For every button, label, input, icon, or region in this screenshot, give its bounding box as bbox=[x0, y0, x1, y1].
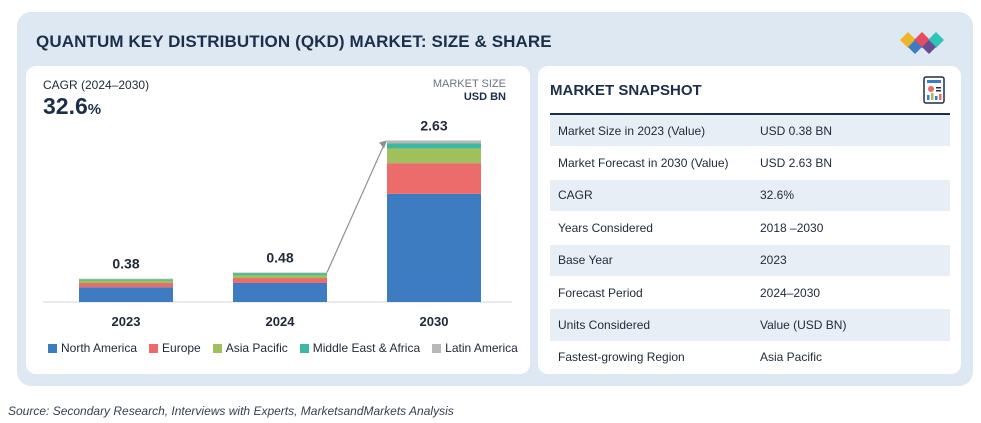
snapshot-row: CAGR 32.6% bbox=[550, 179, 950, 213]
snapshot-value: 2023 bbox=[760, 244, 950, 277]
legend-swatch bbox=[432, 343, 442, 353]
bar-segment bbox=[387, 143, 481, 149]
x-tick-label: 2024 bbox=[266, 314, 296, 329]
growth-arrowhead bbox=[379, 140, 387, 149]
snapshot-key: Base Year bbox=[550, 244, 760, 277]
legend-label: Latin America bbox=[445, 341, 518, 355]
bar-segment bbox=[233, 278, 327, 283]
bar-segment bbox=[387, 193, 481, 302]
snapshot-row: Fastest-growing Region Asia Pacific bbox=[550, 341, 950, 375]
brand-logo-icon bbox=[900, 32, 944, 54]
total-label: 0.38 bbox=[112, 256, 139, 272]
snapshot-row: Market Size in 2023 (Value) USD 0.38 BN bbox=[550, 113, 950, 148]
legend-swatch bbox=[149, 343, 159, 353]
market-snapshot-card: MARKET SNAPSHOT Market Size in 2023 (Val… bbox=[538, 66, 961, 375]
snapshot-key: Fastest-growing Region bbox=[550, 341, 760, 375]
snapshot-value: USD 2.63 BN bbox=[760, 146, 950, 180]
snapshot-table: Market Size in 2023 (Value) USD 0.38 BN Ma… bbox=[550, 113, 950, 375]
snapshot-row: Forecast Period 2024–2030 bbox=[550, 276, 950, 310]
x-tick-label: 2030 bbox=[420, 314, 449, 329]
bar-segment bbox=[233, 273, 327, 275]
source-note: Source: Secondary Research, Interviews w… bbox=[8, 404, 454, 418]
bar-segment bbox=[233, 282, 327, 302]
chart-card: CAGR (2024–2030) 32.6% MARKET SIZE USD B… bbox=[26, 66, 530, 374]
snapshot-key: CAGR bbox=[550, 179, 760, 213]
bar-segment bbox=[387, 140, 481, 144]
legend-label: North America bbox=[61, 341, 138, 355]
cagr-label: CAGR (2024–2030) bbox=[43, 78, 150, 92]
snapshot-row: Base Year 2023 bbox=[550, 244, 950, 277]
snapshot-key: Units Considered bbox=[550, 308, 760, 342]
snapshot-value: 32.6% bbox=[760, 179, 950, 213]
bar-segment bbox=[79, 287, 173, 302]
snapshot-value: 2024–2030 bbox=[760, 276, 950, 310]
legend-label: Asia Pacific bbox=[225, 341, 288, 355]
legend-item: Middle East & Africa bbox=[299, 341, 421, 355]
snapshot-key: Forecast Period bbox=[550, 276, 760, 310]
legend-item: North America bbox=[48, 341, 137, 355]
snapshot-row: Market Forecast in 2030 (Value) USD 2.63 … bbox=[550, 146, 950, 180]
bar-segment bbox=[79, 278, 173, 280]
report-icon bbox=[923, 76, 945, 104]
legend-label: Europe bbox=[162, 341, 201, 355]
snapshot-key: Market Size in 2023 (Value) bbox=[550, 113, 760, 148]
snapshot-row: Years Considered 2018 –2030 bbox=[550, 211, 950, 245]
snapshot-title: MARKET SNAPSHOT bbox=[550, 82, 702, 99]
snapshot-value: Asia Pacific bbox=[760, 341, 950, 375]
snapshot-value: 2018 –2030 bbox=[760, 211, 950, 245]
stacked-bar-chart: 0.38 2023 0.48 2024 2.63 2030 bbox=[43, 117, 512, 329]
cagr-value: 32.6% bbox=[43, 93, 102, 119]
chart-legend: North America Europe Asia Pacific Middle Ea… bbox=[48, 341, 518, 355]
bar-segment bbox=[387, 163, 481, 194]
bar-segment bbox=[79, 282, 173, 288]
bar-segment bbox=[233, 272, 327, 274]
snapshot-key: Market Forecast in 2030 (Value) bbox=[550, 146, 760, 180]
snapshot-row: Units Considered Value (USD BN) bbox=[550, 308, 950, 342]
snapshot-value: USD 0.38 BN bbox=[760, 113, 950, 148]
legend-item: Latin America bbox=[432, 341, 518, 355]
snapshot-value: Value (USD BN) bbox=[760, 308, 950, 342]
bar-segment bbox=[79, 280, 173, 283]
legend-swatch bbox=[212, 343, 222, 353]
legend-item: Asia Pacific bbox=[212, 341, 288, 355]
total-label: 0.48 bbox=[266, 250, 293, 266]
legend-label: Middle East & Africa bbox=[312, 341, 421, 355]
legend-swatch bbox=[299, 343, 309, 353]
page-title: QUANTUM KEY DISTRIBUTION (QKD) MARKET: S… bbox=[36, 32, 552, 51]
market-size-unit: USD BN bbox=[463, 91, 506, 103]
bar-segment bbox=[79, 279, 173, 281]
legend-item: Europe bbox=[149, 341, 201, 355]
bar-segment bbox=[233, 274, 327, 279]
bar-segment bbox=[387, 148, 481, 164]
total-label: 2.63 bbox=[420, 117, 447, 133]
x-tick-label: 2023 bbox=[112, 314, 141, 329]
market-size-label: MARKET SIZE bbox=[432, 78, 506, 90]
snapshot-key: Years Considered bbox=[550, 211, 760, 245]
growth-arrow bbox=[326, 142, 386, 273]
legend-swatch bbox=[48, 343, 57, 353]
